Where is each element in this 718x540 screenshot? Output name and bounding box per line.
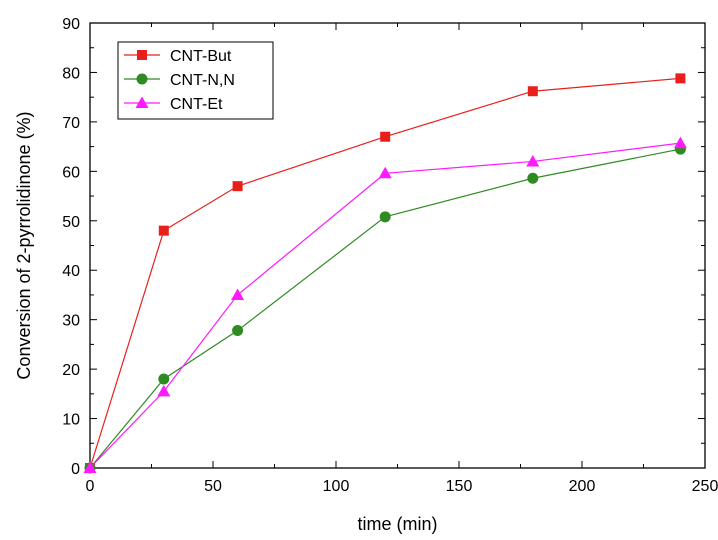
y-tick-label: 10 [62, 412, 80, 429]
y-tick-label: 30 [62, 313, 80, 330]
data-point [379, 211, 391, 223]
y-tick-label: 40 [62, 263, 80, 280]
data-point [157, 384, 171, 397]
x-tick-label: 200 [569, 478, 596, 495]
legend-label: CNT-N,N [170, 72, 235, 89]
y-tick-label: 90 [62, 16, 80, 33]
data-point [526, 154, 540, 167]
y-tick-label: 0 [71, 461, 80, 478]
x-tick-label: 0 [86, 478, 95, 495]
legend-marker [135, 96, 149, 108]
x-tick-label: 50 [204, 478, 222, 495]
series-line-3 [89, 142, 681, 469]
data-point [232, 181, 243, 192]
data-point [380, 131, 391, 142]
y-tick-label: 70 [62, 115, 80, 132]
legend-marker [136, 73, 148, 85]
y-axis-title: Conversion of 2-pyrrolidinone (%) [14, 111, 34, 379]
y-tick-label: 80 [62, 65, 80, 82]
x-axis-title: time (min) [358, 514, 438, 534]
series-line-1 [89, 77, 681, 469]
y-tick-label: 50 [62, 214, 80, 231]
x-tick-label: 100 [323, 478, 350, 495]
data-point [158, 373, 170, 385]
x-tick-label: 150 [446, 478, 473, 495]
x-tick-label: 250 [692, 478, 718, 495]
data-point [158, 225, 169, 236]
series-line-2 [89, 148, 681, 469]
data-point [673, 136, 687, 149]
legend-label: CNT-But [170, 48, 232, 65]
data-point [83, 461, 97, 473]
legend-marker [137, 50, 147, 60]
data-point [527, 86, 538, 97]
data-point [675, 73, 686, 84]
data-point [378, 166, 392, 179]
y-tick-label: 60 [62, 164, 80, 181]
data-point [231, 288, 245, 300]
data-point [232, 325, 244, 337]
data-point [527, 172, 539, 184]
legend-label: CNT-Et [170, 96, 223, 113]
y-tick-label: 20 [62, 362, 80, 379]
